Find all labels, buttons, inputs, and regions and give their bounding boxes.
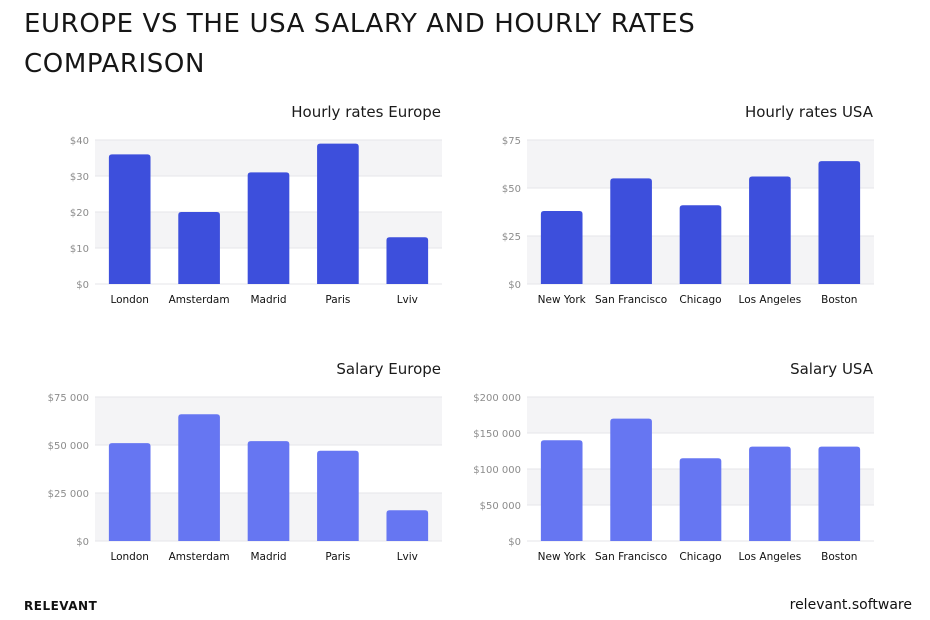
bar-chicago (679, 458, 722, 541)
y-tick-label: $25 000 (48, 489, 89, 500)
y-tick-label: $0 (76, 537, 89, 548)
y-tick-label: $10 (70, 244, 89, 255)
x-category-label: Amsterdam (169, 551, 230, 563)
chart-title-salary-europe: Salary Europe (336, 360, 441, 378)
y-tick-label: $50 000 (48, 441, 89, 452)
bar-madrid (247, 441, 290, 541)
bar-new-york (540, 440, 583, 541)
y-tick-label: $200 000 (473, 393, 521, 404)
x-category-label: Madrid (250, 551, 286, 563)
y-tick-label: $30 (70, 172, 89, 183)
chart-title-salary-usa: Salary USA (790, 360, 873, 378)
x-category-label: Chicago (679, 294, 721, 306)
x-category-label: Los Angeles (739, 551, 802, 563)
site-url: relevant.software (789, 597, 912, 613)
y-tick-label: $0 (76, 280, 89, 291)
bar-los-angeles (749, 176, 791, 284)
y-tick-label: $100 000 (473, 465, 521, 476)
bar-madrid (247, 172, 290, 284)
y-tick-label: $20 (70, 208, 89, 219)
grid-band (95, 397, 442, 445)
x-category-label: Boston (821, 294, 857, 306)
y-tick-label: $50 000 (480, 501, 521, 512)
x-category-label: Chicago (679, 551, 721, 563)
y-tick-label: $40 (70, 136, 89, 147)
bar-amsterdam (178, 414, 220, 541)
grid-band (527, 140, 874, 188)
x-category-label: New York (538, 551, 587, 563)
bar-chicago (679, 205, 722, 284)
y-tick-label: $50 (502, 184, 521, 195)
bar-lviv (386, 510, 429, 541)
bar-amsterdam (178, 212, 220, 284)
page-title: EUROPE VS THE USA SALARY AND HOURLY RATE… (24, 9, 696, 79)
bar-london (108, 154, 151, 284)
bar-san-francisco (610, 178, 652, 284)
y-tick-label: $150 000 (473, 429, 521, 440)
y-tick-label: $0 (508, 537, 521, 548)
bar-boston (818, 446, 861, 541)
bar-lviv (386, 237, 429, 284)
x-category-label: New York (538, 294, 587, 306)
x-category-label: Paris (325, 294, 350, 306)
bar-paris (317, 450, 359, 541)
chart-title-hourly-europe: Hourly rates Europe (291, 103, 441, 121)
bar-san-francisco (610, 418, 652, 541)
x-category-label: London (110, 294, 149, 306)
bar-london (108, 443, 151, 541)
grid-band (95, 140, 442, 176)
bar-los-angeles (749, 446, 791, 541)
y-tick-label: $25 (502, 232, 521, 243)
y-tick-label: $75 000 (48, 393, 89, 404)
x-category-label: Boston (821, 551, 857, 563)
grid-band (527, 397, 874, 433)
x-category-label: Lviv (397, 551, 418, 563)
y-tick-label: $75 (502, 136, 521, 147)
x-category-label: Lviv (397, 294, 418, 306)
brand-logo-text: RELEVANT (24, 599, 98, 613)
bar-new-york (540, 211, 583, 284)
x-category-label: London (110, 551, 149, 563)
bar-boston (818, 161, 861, 284)
x-category-label: Amsterdam (169, 294, 230, 306)
x-category-label: Madrid (250, 294, 286, 306)
x-category-label: San Francisco (595, 551, 667, 563)
x-category-label: Los Angeles (739, 294, 802, 306)
x-category-label: San Francisco (595, 294, 667, 306)
bar-paris (317, 143, 359, 284)
y-tick-label: $0 (508, 280, 521, 291)
chart-title-hourly-usa: Hourly rates USA (744, 103, 873, 121)
x-category-label: Paris (325, 551, 350, 563)
